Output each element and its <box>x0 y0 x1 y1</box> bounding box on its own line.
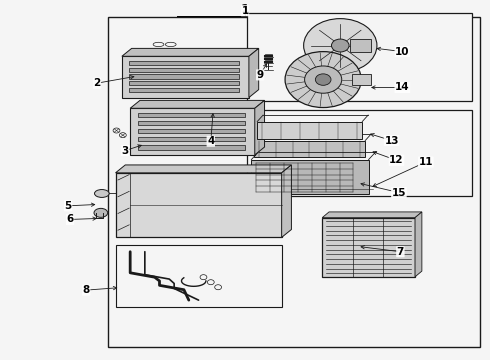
Circle shape <box>285 51 361 108</box>
Bar <box>257 122 362 139</box>
Circle shape <box>304 19 377 72</box>
Circle shape <box>120 133 126 138</box>
Text: 6: 6 <box>67 215 74 224</box>
Text: 5: 5 <box>65 201 72 211</box>
Bar <box>350 39 370 52</box>
Bar <box>138 145 245 149</box>
Polygon shape <box>322 212 422 218</box>
Ellipse shape <box>165 42 176 46</box>
Bar <box>129 61 239 65</box>
Bar <box>116 173 282 237</box>
Circle shape <box>215 285 221 290</box>
Bar <box>129 75 239 79</box>
Ellipse shape <box>95 189 109 197</box>
Bar <box>138 121 245 125</box>
Text: 14: 14 <box>395 82 410 93</box>
Text: 7: 7 <box>397 247 404 257</box>
Bar <box>247 13 472 101</box>
Bar <box>129 68 239 72</box>
Bar <box>138 137 245 141</box>
Bar <box>247 110 472 196</box>
Bar <box>138 129 245 134</box>
Text: 1: 1 <box>241 3 249 16</box>
Circle shape <box>200 275 207 280</box>
Text: 13: 13 <box>384 136 399 145</box>
Bar <box>108 17 480 347</box>
Circle shape <box>331 39 349 52</box>
Text: 8: 8 <box>83 285 90 295</box>
Polygon shape <box>130 100 265 108</box>
Circle shape <box>207 280 214 285</box>
Polygon shape <box>255 100 265 155</box>
Bar <box>122 56 249 98</box>
Polygon shape <box>415 212 422 277</box>
Polygon shape <box>122 48 259 56</box>
Bar <box>116 244 282 307</box>
Text: 9: 9 <box>257 70 264 80</box>
Polygon shape <box>282 165 292 237</box>
Bar <box>254 140 365 157</box>
Bar <box>251 159 368 194</box>
Ellipse shape <box>153 42 164 46</box>
Circle shape <box>113 128 120 133</box>
Bar <box>129 88 239 92</box>
Bar <box>322 218 415 277</box>
Circle shape <box>316 74 331 85</box>
Bar <box>130 108 255 155</box>
Bar <box>138 113 245 117</box>
Text: 2: 2 <box>93 78 100 88</box>
Text: 10: 10 <box>395 46 410 57</box>
Text: 1: 1 <box>242 6 248 16</box>
Bar <box>129 81 239 85</box>
Ellipse shape <box>94 208 108 217</box>
Text: 12: 12 <box>389 155 404 165</box>
Polygon shape <box>116 165 292 173</box>
Text: 3: 3 <box>122 145 129 156</box>
Text: 11: 11 <box>418 157 433 167</box>
Circle shape <box>305 66 342 93</box>
Bar <box>352 74 371 85</box>
Text: 4: 4 <box>207 136 215 146</box>
Polygon shape <box>249 48 259 98</box>
Text: 15: 15 <box>392 188 406 198</box>
